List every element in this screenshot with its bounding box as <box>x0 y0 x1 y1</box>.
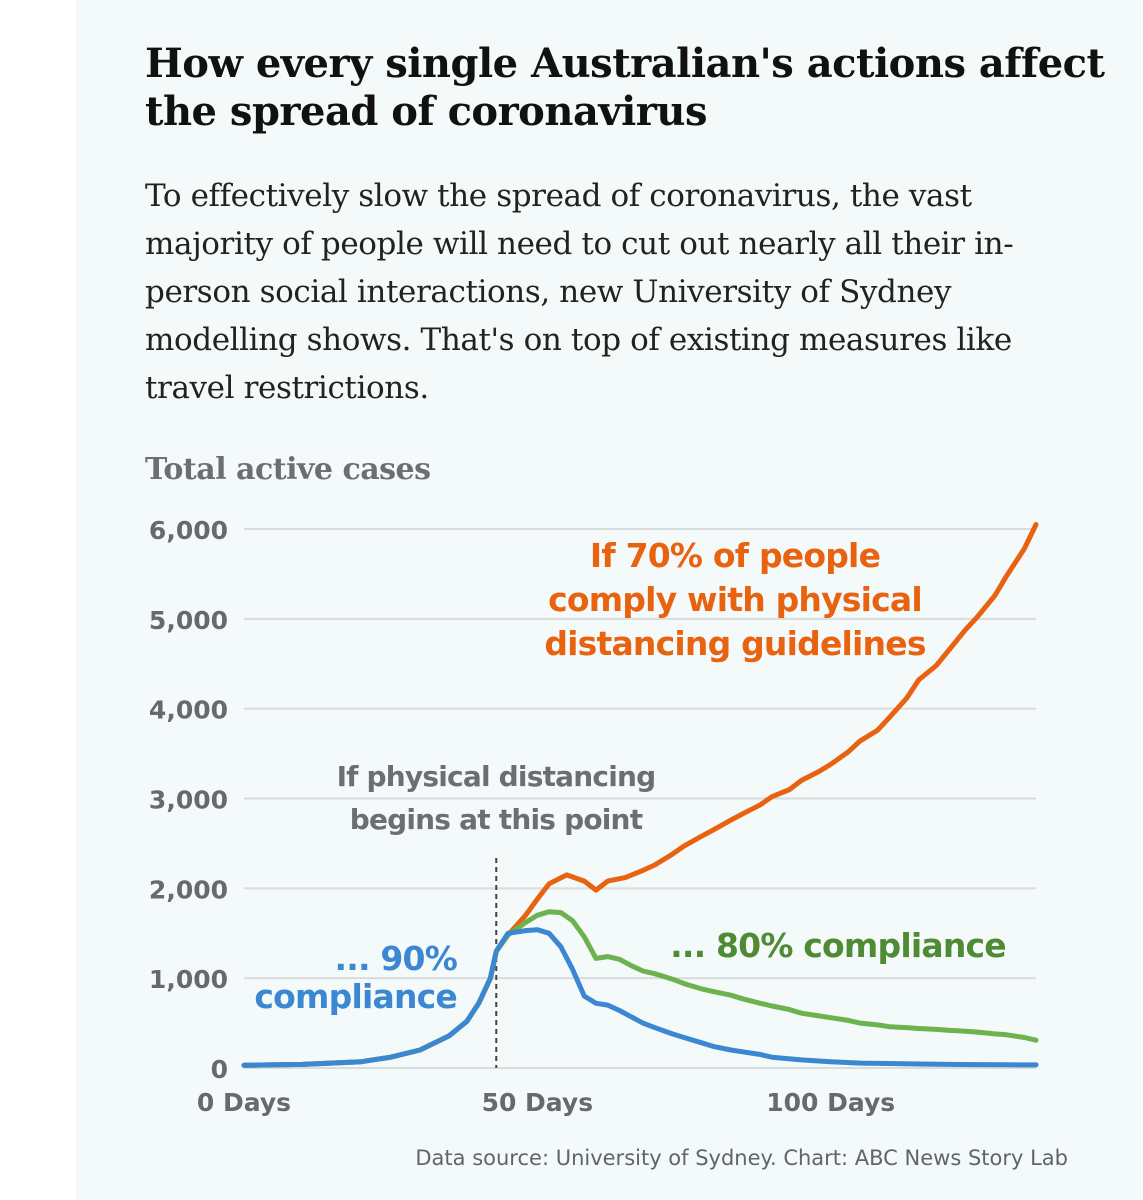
y-tick-label: 5,000 <box>149 606 228 635</box>
y-axis-title: Total active cases <box>145 452 431 487</box>
gridlines <box>244 528 1036 1069</box>
x-tick-label: 100 Days <box>766 1088 895 1117</box>
series-lines <box>241 522 1039 1068</box>
y-tick-label: 1,000 <box>149 965 228 994</box>
annotation-70-percent-line: distancing guidelines <box>544 624 926 663</box>
annotation-90-percent-line: compliance <box>254 977 457 1016</box>
annotation-90-percent-line: ... 90% <box>335 939 458 978</box>
annotation-70-percent-line: If 70% of people <box>590 536 880 575</box>
y-tick-label: 2,000 <box>149 875 228 904</box>
chart-panel <box>76 0 1143 1200</box>
y-tick-label: 6,000 <box>149 516 228 545</box>
annotation-intervention-line: If physical distancing <box>337 760 656 793</box>
annotation-intervention-line: begins at this point <box>350 803 643 836</box>
series-line-90-percent <box>241 927 1039 1068</box>
data-source-note: Data source: University of Sydney. Chart… <box>415 1146 1068 1170</box>
page-title: How every single Australian's actions af… <box>145 40 1105 135</box>
x-tick-labels: 0 Days 50 Days 100 Days <box>197 1088 895 1117</box>
x-tick-label: 0 Days <box>197 1088 291 1117</box>
x-tick-label: 50 Days <box>482 1088 594 1117</box>
annotation-70-percent-line: comply with physical <box>548 580 922 619</box>
page-subtitle: To effectively slow the spread of corona… <box>145 178 1014 406</box>
annotations: If physical distancing begins at this poi… <box>254 536 1006 1016</box>
y-tick-label: 3,000 <box>149 786 228 815</box>
y-tick-labels: 0 1,000 2,000 3,000 4,000 5,000 6,000 <box>149 516 228 1084</box>
y-tick-label: 0 <box>211 1055 228 1084</box>
annotation-80-percent-line: ... 80% compliance <box>670 926 1006 965</box>
y-tick-label: 4,000 <box>149 696 228 725</box>
